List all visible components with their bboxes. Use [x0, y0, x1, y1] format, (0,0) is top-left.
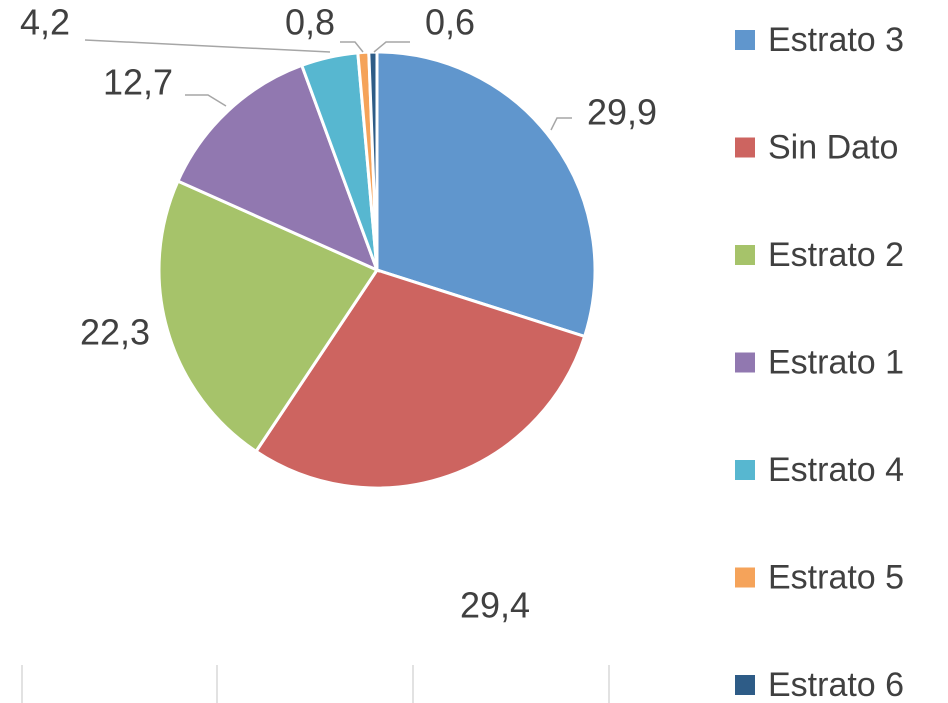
legend-swatch — [735, 30, 755, 50]
legend-swatch — [735, 567, 755, 588]
legend-label: Estrato 4 — [768, 451, 904, 489]
pie-slice — [367, 50, 379, 271]
data-label: 29,9 — [587, 92, 657, 133]
leader-line — [84, 39, 331, 53]
pie-slice — [375, 50, 597, 339]
data-label: 12,7 — [103, 62, 173, 103]
data-label: 0,6 — [425, 2, 475, 43]
leader-line — [550, 117, 572, 131]
legend-label: Estrato 2 — [768, 236, 904, 274]
data-label: 22,3 — [80, 312, 150, 353]
leader-line — [340, 41, 364, 53]
leader-line — [373, 41, 410, 53]
legend-swatch — [735, 460, 755, 480]
leader-line — [185, 94, 227, 107]
data-label: 4,2 — [20, 2, 70, 43]
legend-swatch — [735, 137, 755, 158]
pie-slice — [253, 268, 587, 490]
legend-label: Sin Dato — [768, 128, 898, 166]
legend-label: Estrato 1 — [768, 343, 904, 381]
axis-stubs — [21, 665, 610, 703]
legend-label: Estrato 5 — [768, 558, 904, 596]
legend-label: Estrato 6 — [768, 666, 904, 703]
pie-slice — [175, 63, 380, 273]
legend-swatch — [735, 352, 755, 373]
legend-swatch — [735, 245, 755, 265]
legend-label: Estrato 3 — [768, 21, 904, 59]
data-label: 29,4 — [460, 585, 530, 626]
legend-swatch — [735, 675, 755, 695]
pie-slice — [157, 179, 380, 454]
data-label: 0,8 — [285, 2, 335, 43]
